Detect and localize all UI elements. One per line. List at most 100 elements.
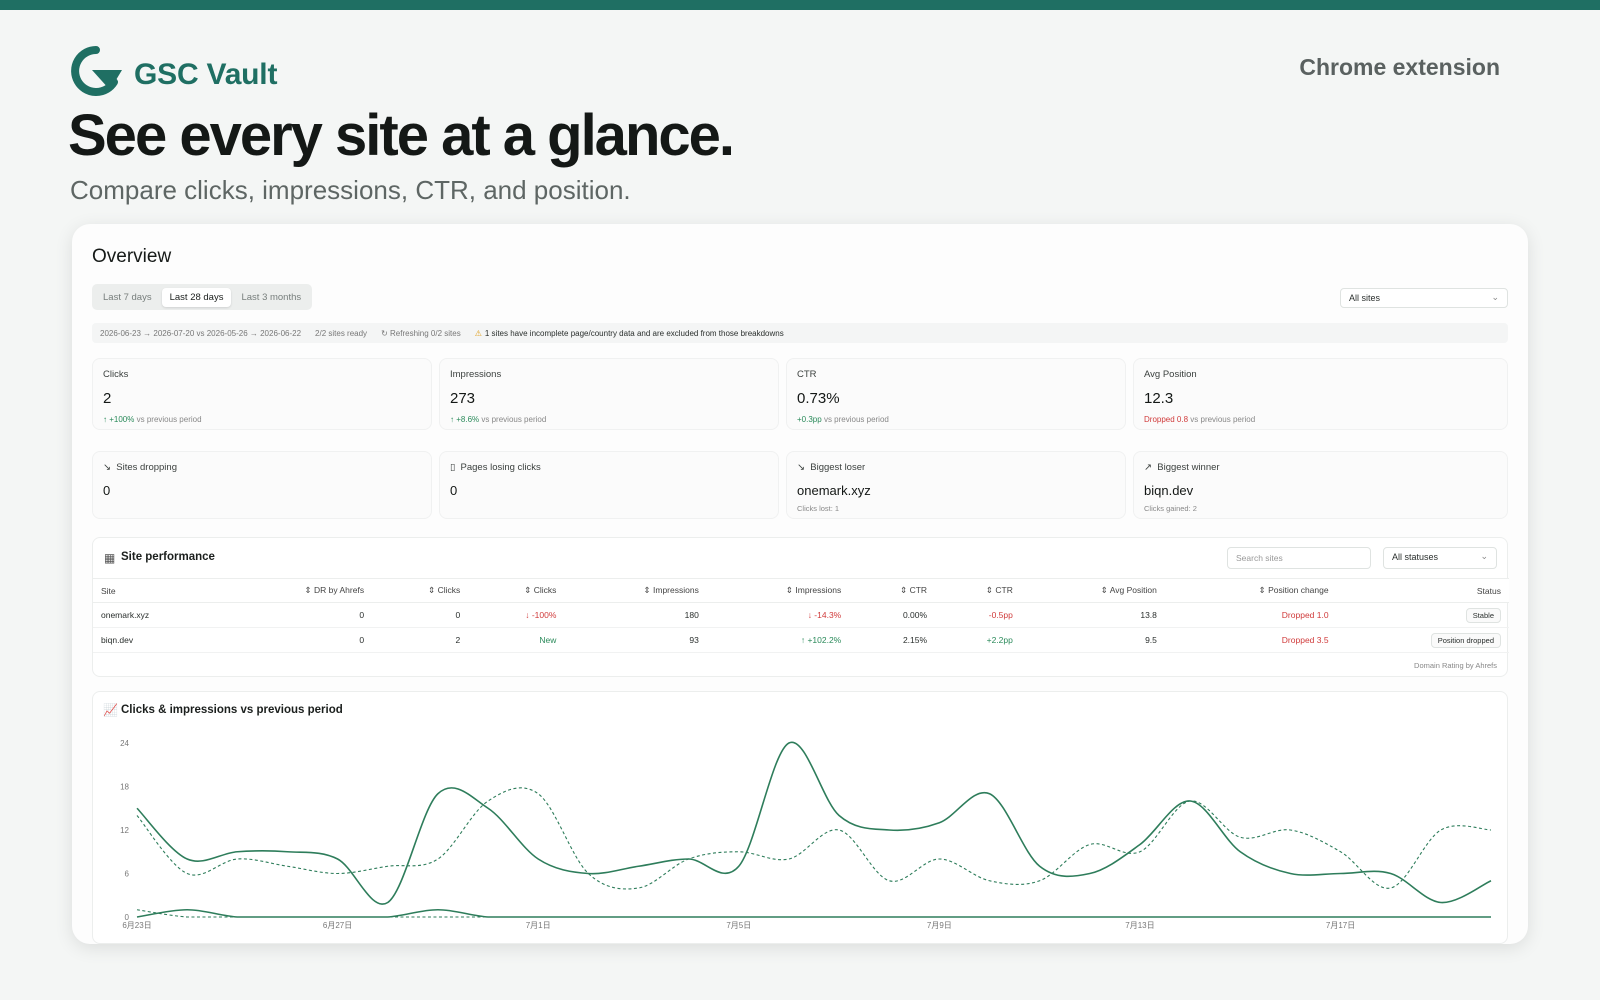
- previous-period-line: [136, 787, 1492, 890]
- x-tick-label: 7月9日: [927, 921, 952, 930]
- top-accent-bar: [0, 0, 1600, 10]
- date-range-text: 2026-06-23 → 2026-07-20 vs 2026-05-26 → …: [100, 328, 302, 338]
- status-badge: Stable: [1465, 607, 1501, 623]
- table-row[interactable]: biqn.dev 0 2 New 93 ↑ +102.2% 2.15% +2.2…: [93, 627, 1509, 653]
- sort-icon: ⇕: [643, 585, 653, 595]
- y-tick-label: 24: [120, 739, 129, 748]
- cell-clicks-change: ↓ -100%: [468, 602, 565, 628]
- refresh-icon: ↻: [381, 328, 390, 338]
- col-status[interactable]: Status: [1336, 578, 1509, 603]
- current-period-line: [136, 741, 1492, 905]
- page-icon: ▯: [450, 462, 456, 473]
- chevron-down-icon: ⌄: [1480, 551, 1488, 561]
- insight-value: biqn.dev: [1144, 483, 1194, 498]
- chart-title: Clicks & impressions vs previous period: [121, 704, 343, 716]
- cell-ctr-change: -0.5pp: [935, 602, 1021, 628]
- col-ctr-change[interactable]: ⇕ CTR: [935, 578, 1021, 603]
- col-impressions[interactable]: ⇕ Impressions: [564, 578, 707, 603]
- metric-value: 12.3: [1144, 390, 1174, 407]
- trend-up-icon: ↗: [1144, 462, 1152, 473]
- line-chart-icon: 📈: [103, 703, 118, 717]
- chrome-extension-link[interactable]: Chrome extension: [1299, 54, 1500, 80]
- cell-status: Stable: [1336, 602, 1509, 628]
- status-filter-value: All statuses: [1392, 552, 1439, 562]
- site-performance-title: Site performance: [121, 551, 215, 563]
- status-filter-select[interactable]: All statuses ⌄: [1383, 547, 1497, 569]
- table-row[interactable]: onemark.xyz 0 0 ↓ -100% 180 ↓ -14.3% 0.0…: [93, 602, 1509, 628]
- sort-icon: ⇕: [1258, 585, 1269, 595]
- col-position-change[interactable]: ⇕ Position change: [1164, 578, 1337, 603]
- col-clicks-change[interactable]: ⇕ Clicks: [468, 578, 565, 603]
- insight-label: ↘ Sites dropping: [103, 462, 177, 473]
- sort-icon: ⇕: [785, 585, 796, 595]
- cell-ctr: 0.00%: [849, 602, 936, 628]
- tab-last-3-months[interactable]: Last 3 months: [241, 291, 302, 303]
- insight-card-sites-dropping: ↘ Sites dropping 0: [92, 451, 432, 519]
- cell-dr: 0: [221, 602, 373, 628]
- x-tick-label: 6月23日: [122, 921, 151, 930]
- cell-site[interactable]: onemark.xyz: [93, 602, 222, 628]
- clicks-impressions-chart: 📈 Clicks & impressions vs previous perio…: [92, 691, 1508, 944]
- overview-title: Overview: [92, 246, 172, 267]
- cell-dr: 0: [221, 627, 373, 653]
- sort-icon: ⇕: [900, 585, 910, 595]
- insight-label: ↘ Biggest loser: [797, 462, 866, 473]
- col-dr[interactable]: ⇕ DR by Ahrefs: [221, 578, 373, 603]
- metric-card-impressions: Impressions 273 ↑ +8.6% vs previous peri…: [439, 358, 779, 430]
- col-avg-position[interactable]: ⇕ Avg Position: [1020, 578, 1165, 603]
- brand-name: GSC Vault: [134, 58, 278, 91]
- previous-period-line: [136, 909, 1491, 918]
- sites-filter-select[interactable]: All sites ⌄: [1340, 288, 1508, 308]
- hero-title: See every site at a glance.: [68, 103, 735, 168]
- warning-icon: ⚠: [474, 328, 482, 338]
- overview-panel: Overview Last 7 days Last 28 days Last 3…: [72, 224, 1528, 944]
- cell-impressions-change: ↑ +102.2%: [706, 627, 850, 653]
- col-site[interactable]: Site: [93, 578, 222, 603]
- metric-card-ctr: CTR 0.73% +0.3pp vs previous period: [786, 358, 1126, 430]
- tab-last-28-days[interactable]: Last 28 days: [161, 287, 232, 307]
- chart-canvas: 0 6 12 18 24 6月23日 6月27日 7月1日 7月5日 7月9日 7月13日 7月17日: [120, 739, 1492, 930]
- cell-clicks: 0: [372, 602, 469, 628]
- sort-icon: ⇕: [1100, 585, 1110, 595]
- current-period-line: [136, 908, 1491, 918]
- chevron-down-icon: ⌄: [1491, 292, 1499, 302]
- cell-clicks: 2: [372, 627, 469, 653]
- metric-value: 273: [450, 390, 476, 407]
- metric-delta: ↑ +8.6% vs previous period: [450, 415, 547, 424]
- x-tick-label: 7月13日: [1125, 921, 1154, 930]
- brand[interactable]: GSC Vault: [70, 46, 277, 96]
- insight-value: onemark.xyz: [797, 483, 871, 498]
- insight-label: ↗ Biggest winner: [1144, 462, 1220, 473]
- metric-delta: ↑ +100% vs previous period: [103, 415, 202, 424]
- insight-card-pages-losing-clicks: ▯ Pages losing clicks 0: [439, 451, 779, 519]
- tab-last-7-days[interactable]: Last 7 days: [103, 291, 152, 303]
- metric-label: CTR: [797, 369, 817, 380]
- date-range-tabs: Last 7 days Last 28 days Last 3 months: [92, 284, 313, 310]
- trend-down-icon: ↘: [797, 462, 805, 473]
- site-performance-table: ▦ Site performance Search sites All stat…: [92, 537, 1509, 677]
- insight-value: 0: [103, 483, 111, 498]
- x-tick-label: 7月17日: [1326, 921, 1355, 930]
- y-tick-label: 18: [120, 783, 129, 792]
- cell-position-change: Dropped 1.0: [1164, 602, 1337, 628]
- metric-delta: Dropped 0.8 vs previous period: [1144, 415, 1256, 424]
- col-ctr[interactable]: ⇕ CTR: [849, 578, 936, 603]
- sort-icon: ⇕: [304, 585, 314, 595]
- cell-ctr-change: +2.2pp: [935, 627, 1021, 653]
- insight-sub: Clicks gained: 2: [1144, 504, 1197, 513]
- col-clicks[interactable]: ⇕ Clicks: [372, 578, 469, 603]
- cell-impressions: 180: [564, 602, 707, 628]
- trend-down-icon: ↘: [103, 462, 111, 473]
- insight-sub: Clicks lost: 1: [797, 504, 840, 513]
- cell-site[interactable]: biqn.dev: [93, 627, 222, 653]
- cell-clicks-change: New: [468, 627, 565, 653]
- table-header-row: Site ⇕ DR by Ahrefs ⇕ Clicks ⇕ Clicks ⇕ …: [93, 578, 1509, 603]
- sync-info-bar: 2026-06-23 → 2026-07-20 vs 2026-05-26 → …: [92, 323, 1508, 343]
- cell-ctr: 2.15%: [849, 627, 936, 653]
- insight-card-biggest-loser: ↘ Biggest loser onemark.xyz Clicks lost:…: [786, 451, 1126, 519]
- insight-card-biggest-winner: ↗ Biggest winner biqn.dev Clicks gained:…: [1133, 451, 1508, 519]
- x-tick-label: 6月27日: [323, 921, 352, 930]
- search-sites-input[interactable]: Search sites: [1227, 547, 1371, 569]
- cell-position-change: Dropped 3.5: [1164, 627, 1337, 653]
- col-impressions-change[interactable]: ⇕ Impressions: [706, 578, 850, 603]
